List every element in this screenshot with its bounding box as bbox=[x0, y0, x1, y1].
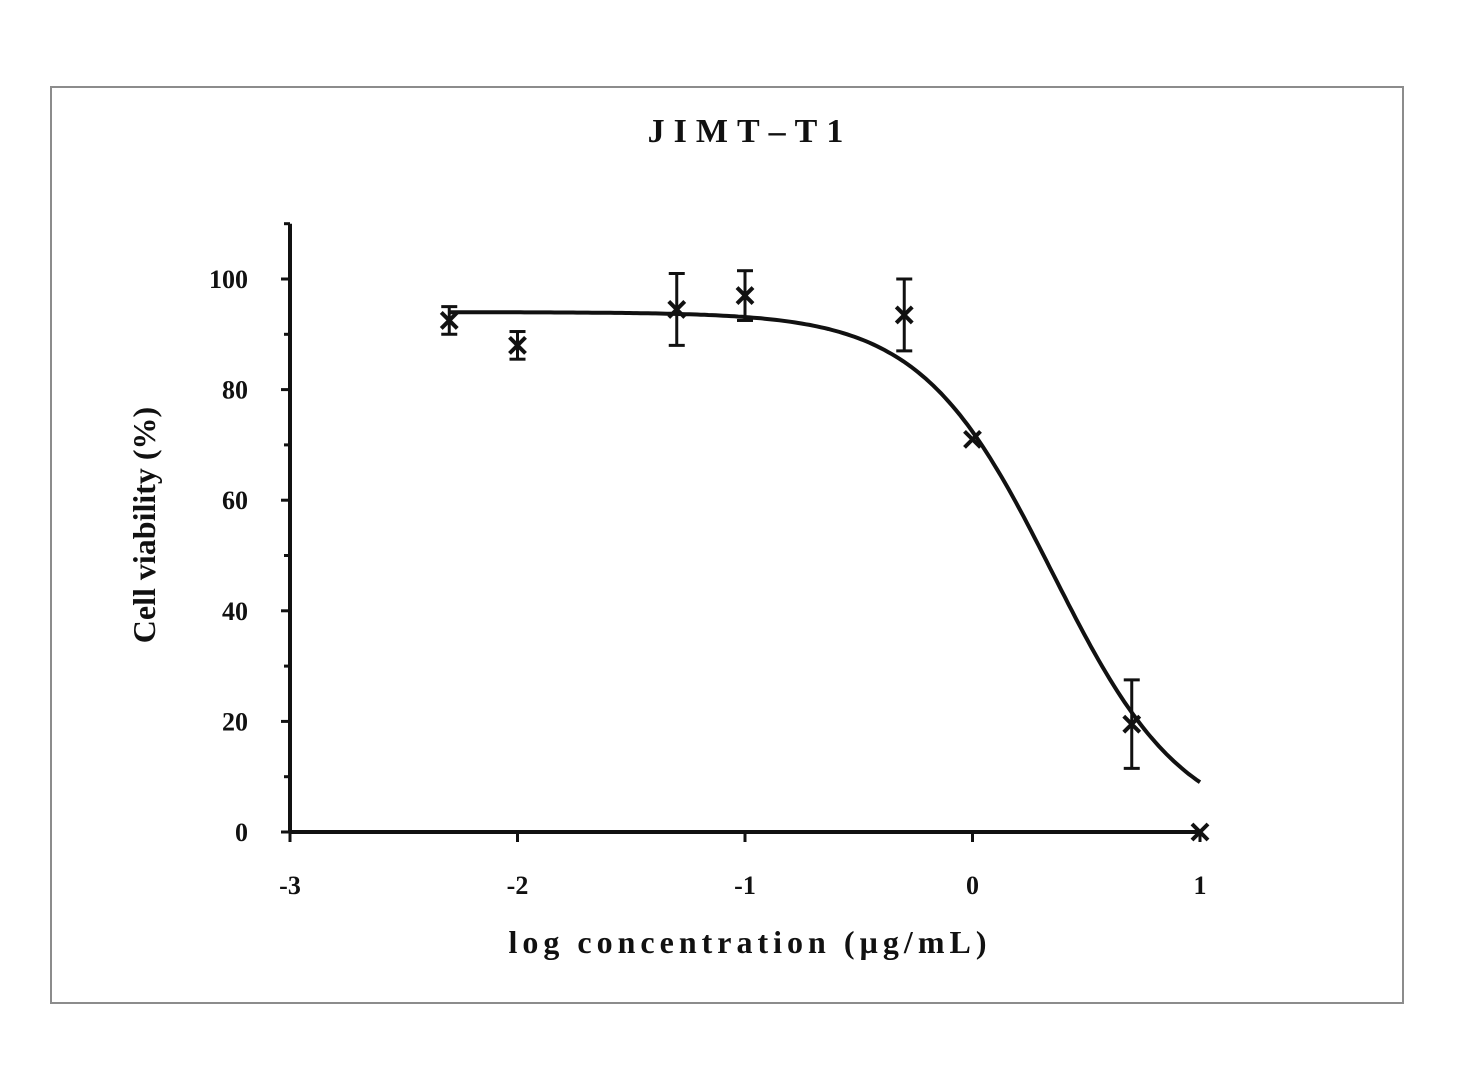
data-point-marker bbox=[1190, 822, 1210, 842]
data-point-marker bbox=[894, 305, 914, 325]
chart-title: JIMT–T1 bbox=[648, 113, 853, 150]
fit-curve bbox=[449, 310, 1202, 784]
data-point-marker bbox=[439, 311, 459, 330]
y-tick-label: 80 bbox=[222, 376, 248, 405]
tick-marks bbox=[281, 222, 1202, 842]
x-axis-title: log concentration (µg/mL) bbox=[509, 924, 992, 960]
y-tick-label: 40 bbox=[222, 597, 248, 626]
y-tick-label: 20 bbox=[222, 707, 248, 736]
fit-curve-group bbox=[449, 310, 1202, 784]
x-tick-label: 0 bbox=[966, 871, 979, 900]
x-tick-label: -3 bbox=[279, 871, 301, 900]
y-tick-label: 60 bbox=[222, 486, 248, 515]
tick-labels: 0 20 40 60 80 100 -3 -2 -1 0 1 bbox=[209, 265, 1207, 900]
data-point-marker bbox=[667, 300, 687, 319]
y-axis-title: Cell viability (%) bbox=[126, 407, 162, 643]
x-tick-label: 1 bbox=[1194, 871, 1207, 900]
data-point-marker bbox=[735, 286, 755, 306]
x-tick-label: -2 bbox=[507, 871, 529, 900]
data-point-marker bbox=[1122, 714, 1142, 734]
data-point-marker bbox=[508, 335, 527, 355]
y-tick-label: 100 bbox=[209, 265, 248, 294]
x-tick-label: -1 bbox=[734, 871, 756, 900]
data-points bbox=[439, 269, 1210, 842]
y-tick-label: 0 bbox=[235, 818, 248, 847]
data-point-marker bbox=[963, 429, 982, 449]
figure-frame bbox=[50, 86, 1404, 1004]
